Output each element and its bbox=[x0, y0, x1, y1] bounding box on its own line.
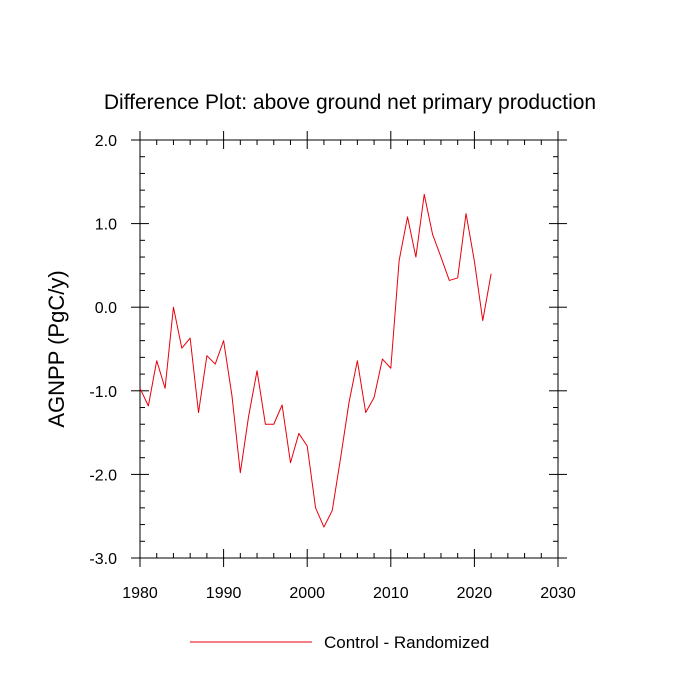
y-tick-label: 0.0 bbox=[95, 300, 117, 317]
y-tick-labels: -3.0 -2.0 -1.0 0.0 1.0 2.0 bbox=[89, 133, 117, 568]
x-tick-label: 2030 bbox=[540, 585, 576, 602]
y-tick-label: 2.0 bbox=[95, 133, 117, 150]
x-tick-label: 2020 bbox=[457, 585, 493, 602]
plot-frame bbox=[139, 139, 559, 559]
chart-title: Difference Plot: above ground net primar… bbox=[104, 91, 596, 114]
y-tick-label: -3.0 bbox=[89, 551, 117, 568]
legend: Control - Randomized bbox=[190, 633, 489, 652]
y-axis-label: AGNPP (PgC/y) bbox=[44, 270, 69, 427]
x-tick-label: 2010 bbox=[373, 585, 409, 602]
x-tick-label: 1980 bbox=[122, 585, 158, 602]
series-line-control-randomized bbox=[139, 193, 492, 528]
x-tick-labels: 1980 1990 2000 2010 2020 2030 bbox=[122, 585, 576, 602]
series-layer bbox=[139, 193, 492, 528]
axis-ticks bbox=[131, 131, 567, 567]
y-tick-label: 1.0 bbox=[95, 217, 117, 234]
legend-label: Control - Randomized bbox=[324, 633, 489, 652]
x-tick-label: 1990 bbox=[206, 585, 242, 602]
x-tick-label: 2000 bbox=[289, 585, 325, 602]
y-tick-label: -1.0 bbox=[89, 384, 117, 401]
y-tick-label: -2.0 bbox=[89, 467, 117, 484]
